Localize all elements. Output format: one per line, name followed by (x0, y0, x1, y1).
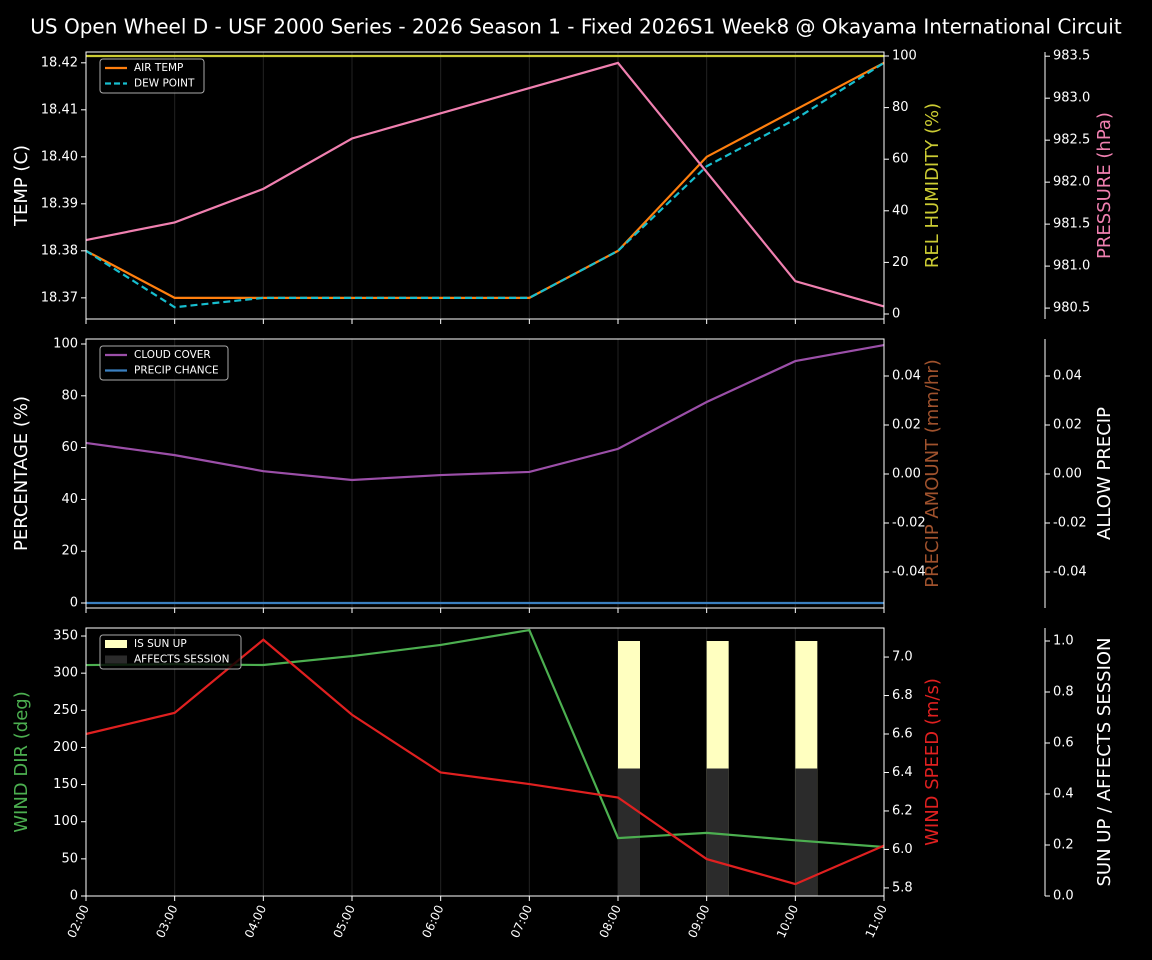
y3-tick-label: 982.5 (1053, 133, 1090, 148)
y2-tick-label: 7.0 (892, 650, 913, 665)
y-tick-label: 0 (70, 889, 78, 904)
y-tick-label: 20 (61, 544, 78, 559)
x-tick-label: 04:00 (242, 903, 269, 940)
y-tick-label: 300 (53, 666, 78, 681)
y-tick-label: 150 (53, 777, 78, 792)
x-tick-label: 07:00 (508, 903, 535, 940)
x-tick-label: 08:00 (597, 903, 624, 940)
y-tick-label: 18.38 (41, 243, 78, 258)
y2-axis-label: WIND SPEED (m/s) (922, 678, 943, 846)
y2-tick-label: 0.04 (892, 368, 921, 383)
legend-label: AIR TEMP (134, 62, 183, 74)
y3-tick-label: 0.04 (1053, 368, 1082, 383)
y-tick-label: 18.39 (41, 196, 78, 211)
y3-tick-label: 983.0 (1053, 91, 1090, 106)
y2-tick-label: 6.8 (892, 688, 913, 703)
y-axis-label: PERCENTAGE (%) (11, 396, 32, 551)
y3-tick-label: -0.02 (1053, 515, 1087, 530)
y3-tick-label: 0.4 (1053, 787, 1074, 802)
y3-tick-label: 0.6 (1053, 736, 1074, 751)
y3-tick-label: 980.5 (1053, 301, 1090, 316)
legend-label: AFFECTS SESSION (134, 654, 230, 666)
y-tick-label: 100 (53, 336, 78, 351)
x-tick-label: 09:00 (685, 903, 712, 940)
line (85, 61, 885, 309)
legend-label: PRECIP CHANCE (134, 365, 219, 377)
y3-tick-label: 983.5 (1053, 49, 1090, 64)
y2-tick-label: -0.04 (892, 564, 926, 579)
y2-tick-label: -0.02 (892, 515, 926, 530)
y-axis-label: TEMP (C) (11, 145, 32, 227)
line (85, 343, 885, 482)
y-tick-label: 200 (53, 740, 78, 755)
x-tick-label: 06:00 (419, 903, 446, 940)
y3-tick-label: -0.04 (1053, 564, 1087, 579)
legend-box (99, 345, 229, 381)
y2-tick-label: 6.2 (892, 803, 913, 818)
y3-axis-label: ALLOW PRECIP (1094, 407, 1115, 540)
y2-tick-label: 6.6 (892, 727, 913, 742)
line (85, 61, 885, 299)
y-axis-label: WIND DIR (deg) (11, 691, 32, 833)
y2-tick-label: 6.0 (892, 842, 913, 857)
y3-tick-label: 0.2 (1053, 838, 1074, 853)
y-tick-label: 18.42 (41, 55, 78, 70)
y-tick-label: 250 (53, 703, 78, 718)
y-tick-label: 40 (61, 492, 78, 507)
x-tick-label: 05:00 (331, 903, 358, 940)
y-tick-label: 18.40 (41, 149, 78, 164)
y-tick-label: 80 (61, 388, 78, 403)
y3-tick-label: 1.0 (1053, 634, 1074, 649)
panel-frame (85, 51, 885, 320)
y3-tick-label: 0.0 (1053, 889, 1074, 904)
y3-tick-label: 981.5 (1053, 217, 1090, 232)
y-tick-label: 18.41 (41, 102, 78, 117)
bar (795, 768, 818, 896)
panel-frame (85, 338, 885, 609)
legend-label: DEW POINT (134, 78, 195, 90)
y2-tick-label: 80 (892, 100, 909, 115)
y2-axis-label: PRECIP AMOUNT (mm/hr) (922, 359, 943, 588)
y-tick-label: 350 (53, 629, 78, 644)
y3-tick-label: 0.8 (1053, 685, 1074, 700)
y2-tick-label: 40 (892, 203, 909, 218)
x-tick-label: 03:00 (153, 903, 180, 940)
legend-swatch (105, 655, 127, 664)
y2-tick-label: 60 (892, 152, 909, 167)
y2-tick-label: 0.00 (892, 466, 921, 481)
y-tick-label: 60 (61, 440, 78, 455)
y3-tick-label: 981.0 (1053, 259, 1090, 274)
y3-tick-label: 0.00 (1053, 466, 1082, 481)
y2-tick-label: 0.02 (892, 417, 921, 432)
y3-axis-label: SUN UP / AFFECTS SESSION (1094, 637, 1115, 886)
y2-tick-label: 20 (892, 255, 909, 270)
panel-frame (85, 627, 885, 897)
legend-box (99, 634, 242, 670)
legend-label: CLOUD COVER (134, 349, 211, 361)
y2-tick-label: 6.4 (892, 765, 913, 780)
y-tick-label: 0 (70, 596, 78, 611)
y2-axis-label: REL HUMIDITY (%) (922, 103, 943, 268)
y-tick-label: 100 (53, 814, 78, 829)
x-tick-label: 10:00 (774, 903, 801, 940)
y2-tick-label: 0 (892, 306, 900, 321)
figure-title: US Open Wheel D - USF 2000 Series - 2026… (30, 15, 1122, 39)
y2-tick-label: 100 (892, 48, 917, 63)
line (85, 61, 885, 308)
x-tick-label: 02:00 (65, 903, 92, 940)
y2-tick-label: 5.8 (892, 880, 913, 895)
y-tick-label: 18.37 (41, 290, 78, 305)
y3-axis-label: PRESSURE (hPa) (1094, 112, 1115, 259)
legend-label: IS SUN UP (134, 638, 187, 650)
legend-swatch (105, 640, 127, 648)
line (85, 638, 885, 886)
bar (618, 768, 640, 896)
y3-tick-label: 982.0 (1053, 175, 1090, 190)
x-tick-label: 11:00 (863, 903, 890, 940)
y-tick-label: 50 (61, 851, 78, 866)
y3-tick-label: 0.02 (1053, 417, 1082, 432)
